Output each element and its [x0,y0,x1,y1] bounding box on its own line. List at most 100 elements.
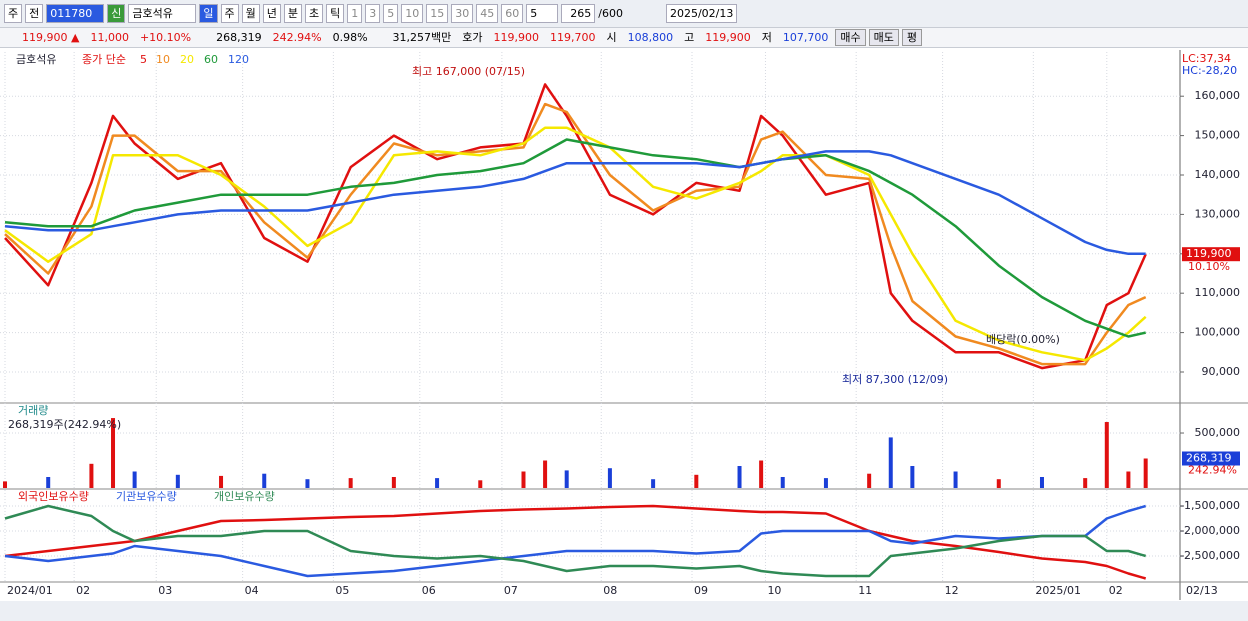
change: 11,000 [90,31,129,44]
y-tick-label: 100,000 [1195,326,1241,339]
count-max: /600 [598,7,623,20]
y-tick-label: 500,000 [1195,426,1241,439]
avg-button[interactable]: 평 [901,29,923,46]
volume-bar [348,478,353,488]
volume-bar [780,477,785,488]
period-button[interactable]: 일 [199,4,218,23]
volume-tag-bg [1182,451,1240,466]
interval-button[interactable]: 10 [401,4,424,23]
annotation: 최고 167,000 (07/15) [412,65,525,78]
x-tick-label: 2024/01 [7,584,53,597]
date-input[interactable]: 2025/02/13 [665,4,738,23]
turnover: 0.98% [332,31,368,44]
volume-bar [305,479,310,488]
volume-bar [1143,458,1148,488]
volume-ratio: 242.94% [272,31,322,44]
tab[interactable]: 전 [25,4,44,23]
bid: 119,700 [550,31,596,44]
buy-button[interactable]: 매수 [835,29,866,46]
x-tick-label: 06 [422,584,436,597]
volume-bar [651,479,656,488]
price-tag: 119,900 [1186,247,1232,260]
volume-bar [953,471,958,488]
interval-button[interactable]: 3 [365,4,381,23]
series-line [4,102,1147,366]
sell-button[interactable]: 매도 [868,29,899,46]
period-button[interactable]: 월 [241,4,260,23]
legend-entry: 기관보유수량 [116,490,177,503]
volume-bar [1083,478,1088,488]
tab[interactable]: 주 [4,4,23,23]
volume-bar [219,475,224,488]
interval-button[interactable]: 30 [451,4,474,23]
interval-button[interactable]: 5 [383,4,399,23]
period-button[interactable]: 주 [220,4,239,23]
series-line [4,504,1147,578]
interval-select[interactable]: 5 [526,4,559,23]
x-tick-label: 03 [158,584,172,597]
price-tag-bg [1182,247,1240,262]
period-button[interactable]: 틱 [326,4,345,23]
x-tick-label: 02 [76,584,90,597]
series-line [4,150,1146,256]
period-button[interactable]: 분 [283,4,302,23]
x-tick-label: 2025/01 [1035,584,1081,597]
legend-entry: 5 [140,53,147,66]
series-line [4,504,1147,580]
scrollbar[interactable] [0,601,1248,621]
legend-entry: 개인보유수량 [214,490,275,503]
x-tick-label: 11 [858,584,872,597]
low: 107,700 [782,31,829,44]
legend-entry: 120 [228,53,249,66]
interval-button[interactable]: 15 [426,4,449,23]
x-tick-label: 05 [335,584,349,597]
interval-button[interactable]: 45 [476,4,499,23]
volume-bar [759,460,764,488]
volume-bar [607,468,612,488]
volume-bar [1104,422,1109,488]
interval-button[interactable]: 60 [501,4,524,23]
pane-title: 거래량 [18,404,48,417]
period-button[interactable]: 초 [305,4,324,23]
series-line [4,138,1146,338]
y-tick-label: -2,000,000 [1180,524,1240,537]
y-tick-label: -1,500,000 [1180,499,1240,512]
series-line [4,504,1147,578]
annotation: 최저 87,300 (12/09) [842,373,948,386]
stock-name[interactable]: 금호석유 [128,4,197,23]
interval-button[interactable]: 1 [347,4,363,23]
lc-label: LC:37,34 [1182,52,1231,65]
x-tick-label: 02 [1109,584,1123,597]
ratio-tag: 242.94% [1188,463,1237,476]
count-input[interactable]: 265 [561,4,596,23]
volume-bar [694,474,699,488]
open: 108,800 [627,31,674,44]
period-button[interactable]: 년 [262,4,281,23]
volume-bar [996,479,1001,488]
volume-bar [175,474,180,488]
code-input[interactable]: 011780 [46,4,105,23]
hc-label: HC:-28,20 [1182,64,1237,77]
legend-stock: 금호석유 [16,53,56,66]
y-tick-label: 140,000 [1195,168,1241,181]
volume-bar [867,473,872,488]
volume-bar [823,478,828,488]
x-tick-label: 10 [767,584,781,597]
amount: 31,257백만 [392,31,452,44]
x-tick-label: 08 [603,584,617,597]
volume-bar [391,477,396,488]
volume-bar [46,477,51,488]
volume-bar [3,481,7,488]
legend-entry: 10 [156,53,170,66]
volume-tag: 268,319 [1186,451,1232,464]
legend-entry: 60 [204,53,218,66]
volume-bar [543,460,548,488]
legend-entry: 외국인보유수량 [18,490,89,503]
chart-bg [0,50,1248,621]
volume-bar [1039,477,1044,488]
legend-ma: 종가 단순 [82,53,126,66]
volume-bar [888,437,893,488]
badge: 신 [107,4,126,23]
x-tick-label: 04 [245,584,259,597]
